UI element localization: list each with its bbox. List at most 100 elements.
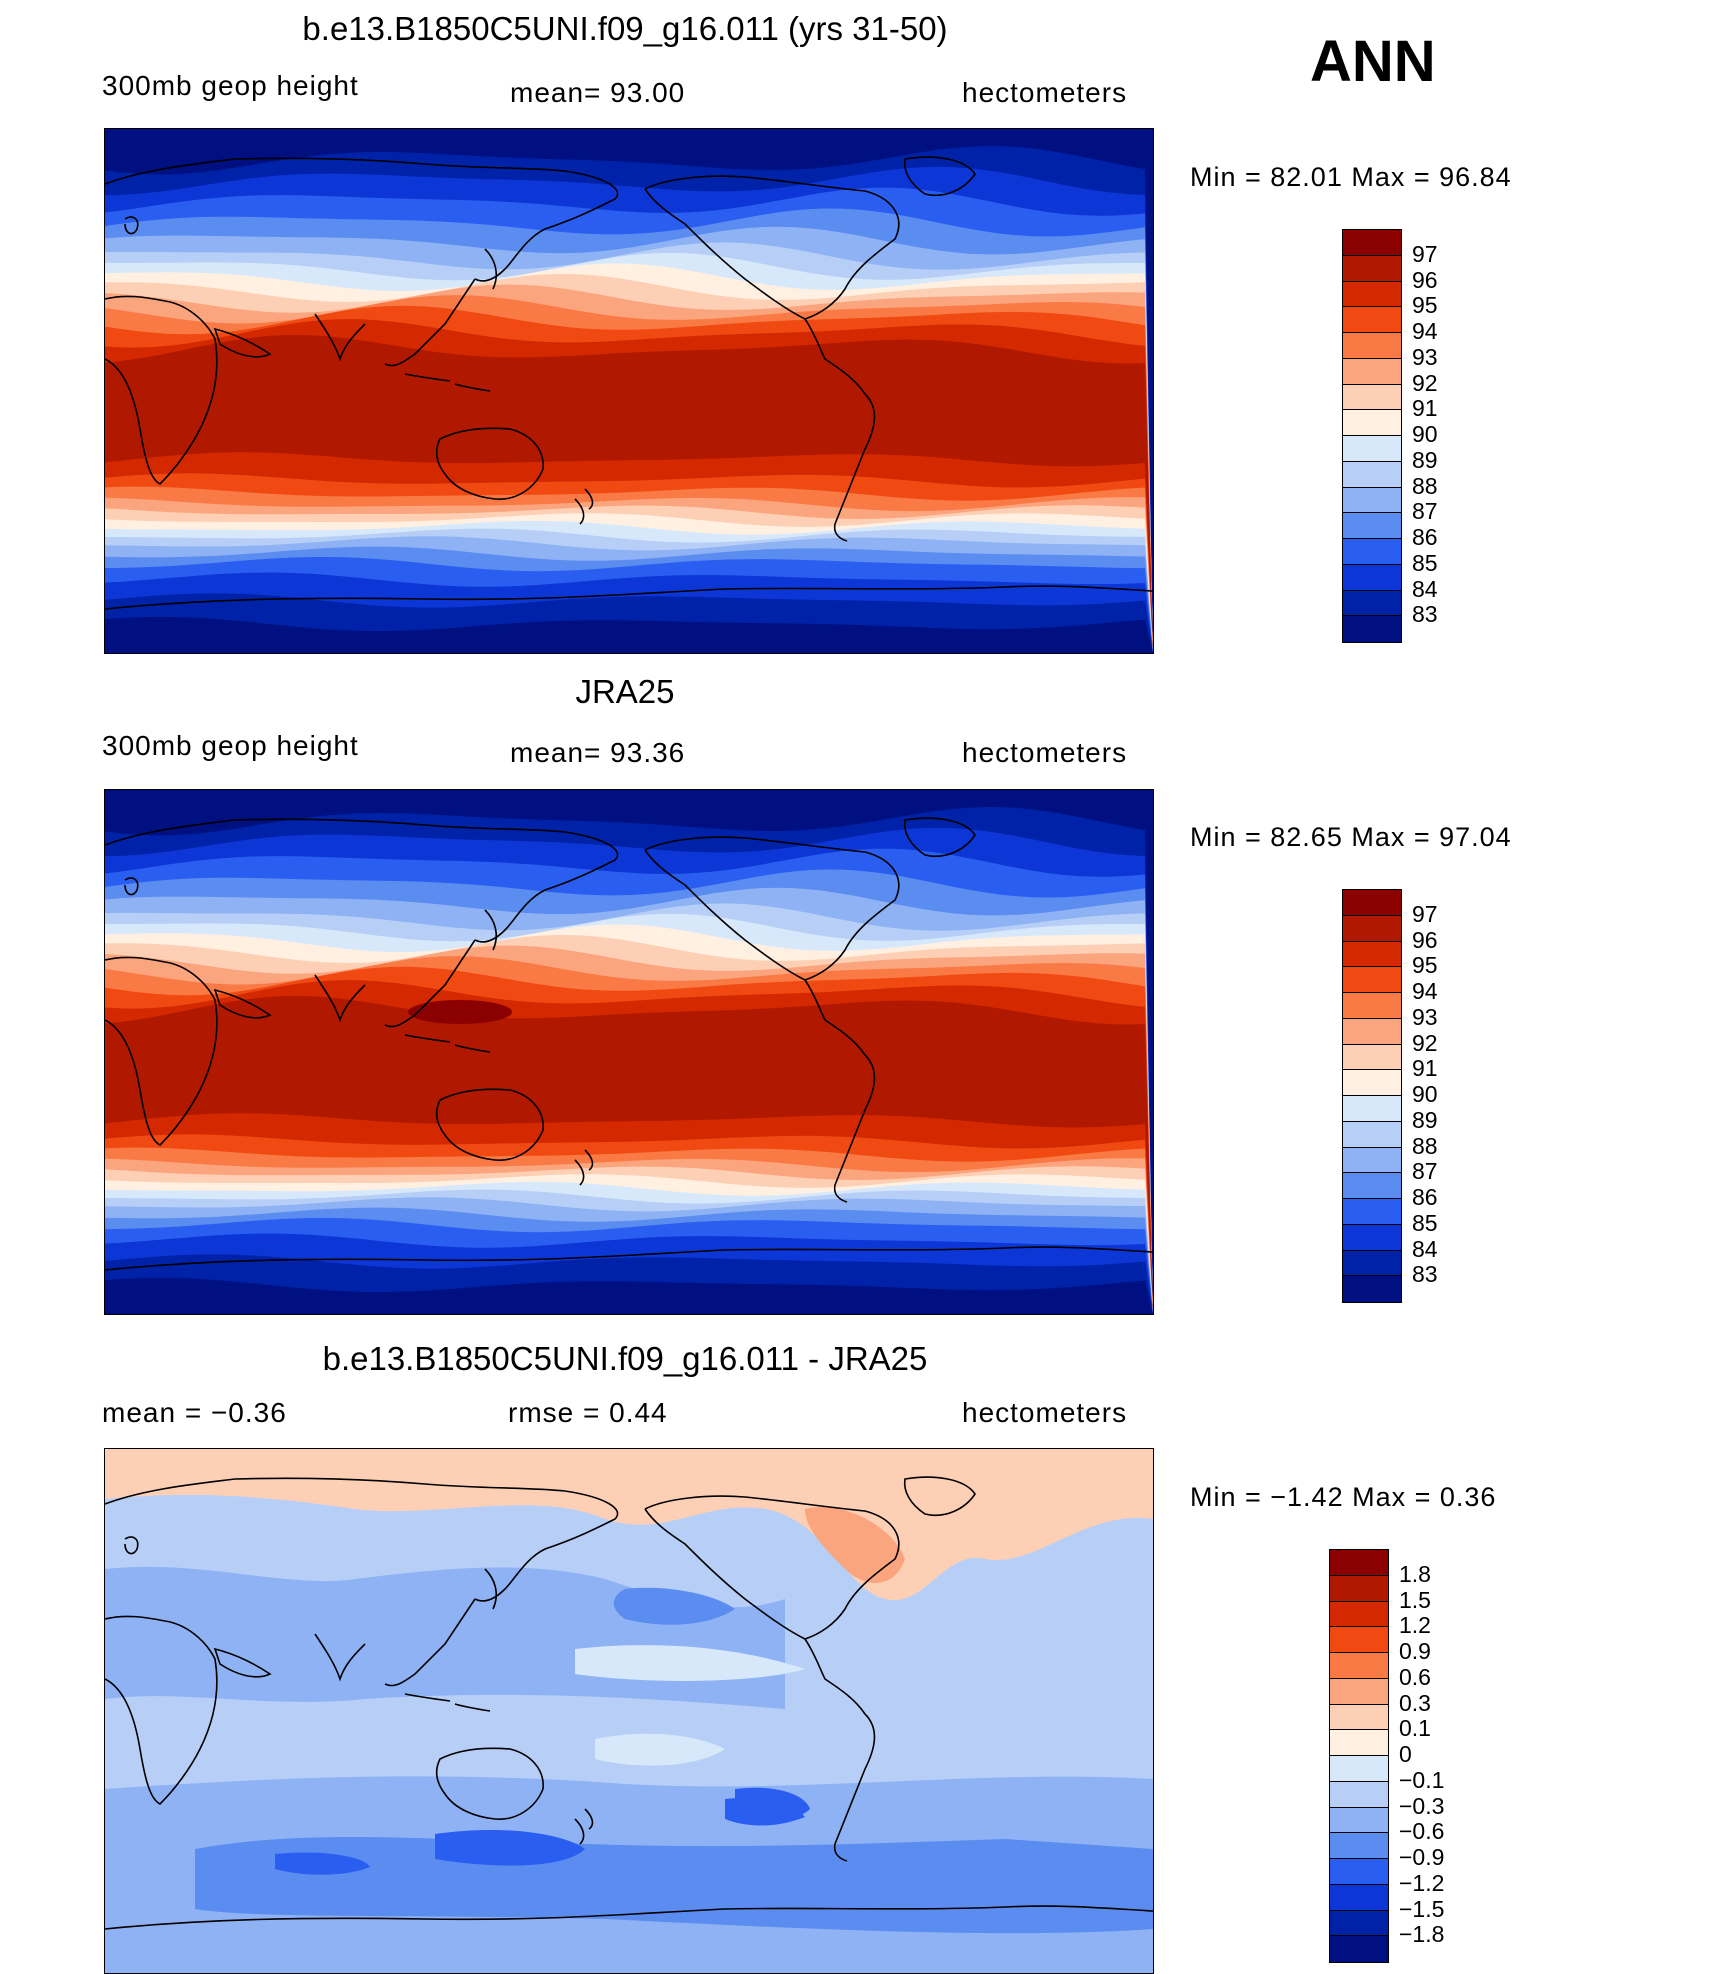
colorbar-cell — [1343, 1070, 1401, 1096]
colorbar-level-label: 93 — [1412, 343, 1438, 370]
colorbar-cell — [1330, 1627, 1388, 1653]
colorbar-level-label: 97 — [1412, 900, 1438, 927]
colorbar-cell — [1343, 1147, 1401, 1174]
field-band — [105, 1277, 1153, 1314]
colorbar-cell — [1343, 307, 1401, 333]
colorbar-level-label: 90 — [1412, 1081, 1438, 1107]
colorbar-cell — [1330, 1884, 1388, 1911]
colorbar-level-label: −1.5 — [1399, 1895, 1445, 1922]
coastline — [435, 427, 544, 500]
colorbar-level-label: −1.2 — [1399, 1869, 1445, 1896]
coastline — [105, 1246, 1153, 1271]
colorbar-cell — [1343, 564, 1401, 591]
colorbar-cell — [1343, 487, 1401, 514]
coastline — [105, 295, 218, 485]
colorbar-cell — [1330, 1653, 1388, 1679]
colorbar-cell — [1343, 1250, 1401, 1277]
colorbar-cell — [1343, 358, 1401, 385]
coastline — [213, 327, 272, 358]
coastline — [124, 1536, 139, 1555]
colorbar-cell — [1330, 1859, 1388, 1885]
colorbar-cell — [1343, 230, 1401, 256]
colorbar-level-label: 0.1 — [1399, 1715, 1431, 1742]
colorbar-cell — [1343, 1276, 1401, 1302]
colorbar-level-label: 96 — [1412, 266, 1438, 293]
coastline — [574, 488, 594, 525]
colorbar-cell — [1343, 384, 1401, 411]
colorbar-cell — [1343, 1199, 1401, 1225]
panel1-units-label: hectometers — [962, 77, 1128, 108]
colorbar-level-label: 83 — [1412, 1261, 1438, 1288]
panel2-field-svg — [105, 790, 1153, 1314]
colorbar-cell — [1330, 1833, 1388, 1859]
panel1-minmax: Min = 82.01 Max = 96.84 — [1190, 162, 1512, 192]
coastline — [574, 1149, 594, 1186]
panel2-colorbar — [1342, 889, 1402, 1303]
colorbar-cell — [1330, 1550, 1388, 1576]
field-band — [105, 616, 1153, 653]
colorbar-level-label: 89 — [1412, 446, 1438, 473]
colorbar-cell — [1343, 461, 1401, 488]
coastline — [314, 313, 366, 362]
coastline — [644, 175, 900, 320]
colorbar-cell — [1343, 410, 1401, 436]
colorbar-cell — [1343, 281, 1401, 308]
panel3-title: b.e13.B1850C5UNI.f09_g16.011 - JRA25 — [322, 1340, 928, 1377]
colorbar-cell — [1343, 255, 1401, 282]
coastline — [404, 373, 491, 392]
colorbar-level-label: 85 — [1412, 1209, 1438, 1236]
colorbar-level-label: 91 — [1412, 1055, 1438, 1082]
coastline — [314, 1633, 366, 1682]
colorbar-cell — [1343, 1121, 1401, 1148]
coastline — [124, 216, 139, 235]
coastline — [105, 1615, 218, 1805]
coastline — [804, 1638, 876, 1862]
colorbar-level-label: 89 — [1412, 1106, 1438, 1133]
colorbar-cell — [1343, 616, 1401, 642]
colorbar-cell — [1330, 1781, 1388, 1808]
colorbar-level-label: 90 — [1412, 421, 1438, 447]
panel3-mean-label: mean = −0.36 — [102, 1397, 287, 1428]
colorbar-cell — [1330, 1730, 1388, 1756]
coastline — [484, 248, 497, 290]
colorbar-level-label: 94 — [1412, 978, 1438, 1004]
colorbar-level-label: 96 — [1412, 926, 1438, 953]
colorbar-level-label: 1.2 — [1399, 1612, 1431, 1639]
panel3-colorbar — [1329, 1549, 1389, 1963]
colorbar-level-label: 93 — [1412, 1003, 1438, 1030]
coastline — [435, 1747, 544, 1820]
colorbar-level-label: 0.6 — [1399, 1663, 1431, 1690]
panel1-title: b.e13.B1850C5UNI.f09_g16.011 (yrs 31-50) — [302, 10, 948, 47]
colorbar-level-label: −1.8 — [1399, 1921, 1445, 1948]
panel2-minmax: Min = 82.65 Max = 97.04 — [1190, 822, 1512, 852]
panel2-map — [104, 789, 1154, 1315]
colorbar-level-label: 83 — [1412, 601, 1438, 628]
panel3-map — [104, 1448, 1154, 1974]
coastline — [105, 818, 619, 943]
colorbar-level-label: 92 — [1412, 1029, 1438, 1056]
colorbar-cell — [1343, 333, 1401, 359]
coastline — [384, 939, 476, 1028]
coastline — [903, 817, 976, 857]
colorbar-cell — [1330, 1936, 1388, 1962]
panel3-field-svg — [105, 1449, 1153, 1973]
colorbar-level-label: 0.9 — [1399, 1638, 1431, 1664]
panel3-rmse-label: rmse = 0.44 — [508, 1397, 668, 1428]
colorbar-cell — [1343, 539, 1401, 565]
coastline — [404, 1693, 491, 1712]
field-contour-region — [435, 1829, 585, 1866]
colorbar-cell — [1330, 1910, 1388, 1937]
colorbar-cell — [1343, 941, 1401, 968]
coastline — [384, 1598, 476, 1687]
coastline — [314, 974, 366, 1023]
colorbar-cell — [1343, 1173, 1401, 1199]
colorbar-level-label: 84 — [1412, 575, 1438, 602]
coastline — [903, 156, 976, 196]
colorbar-cell — [1330, 1575, 1388, 1602]
panel2-title: JRA25 — [575, 673, 675, 710]
colorbar-level-label: −0.3 — [1399, 1792, 1445, 1819]
coastline — [903, 1476, 976, 1516]
colorbar-cell — [1343, 590, 1401, 617]
field-contour-region — [595, 1733, 725, 1766]
field-contour-region — [805, 1507, 905, 1583]
